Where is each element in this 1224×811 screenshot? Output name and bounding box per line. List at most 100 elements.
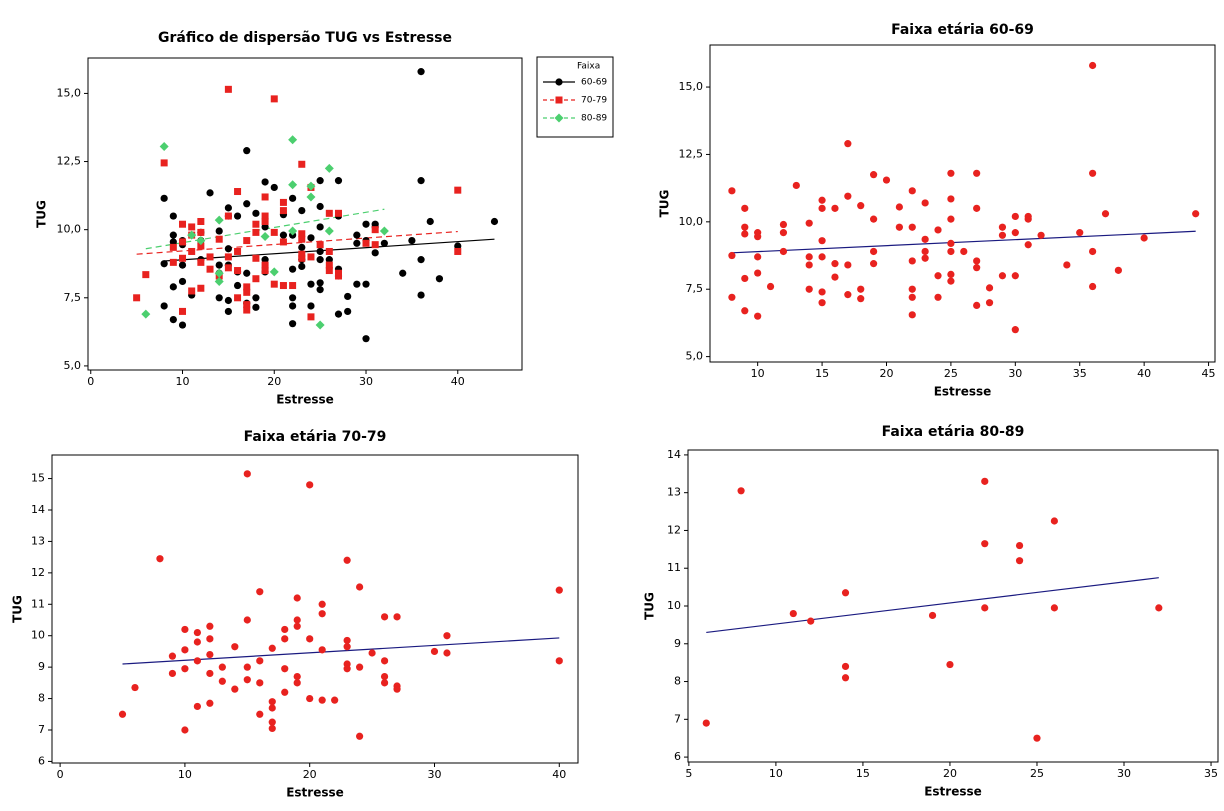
data-point — [188, 287, 196, 295]
data-point — [870, 171, 878, 179]
data-point — [844, 291, 852, 299]
data-point — [218, 663, 226, 671]
x-tick-label: 35 — [1073, 367, 1087, 380]
data-point — [252, 294, 260, 302]
x-tick-label: 10 — [769, 767, 783, 780]
data-point — [133, 294, 141, 302]
legend-label: 60-69 — [581, 78, 607, 88]
legend-label: 70-79 — [581, 96, 607, 106]
data-point — [252, 275, 260, 283]
data-point — [289, 294, 297, 302]
data-point — [908, 187, 916, 195]
data-point — [331, 696, 339, 704]
data-point — [325, 256, 333, 264]
data-point — [454, 247, 462, 255]
data-point — [947, 270, 955, 278]
data-point — [947, 195, 955, 203]
data-point — [289, 194, 297, 202]
data-point — [343, 665, 351, 673]
data-point — [224, 253, 232, 261]
y-tick-label: 10,0 — [679, 215, 704, 228]
x-tick-label: 20 — [267, 375, 281, 388]
data-point — [1011, 229, 1019, 237]
y-tick-label: 7 — [38, 723, 45, 736]
data-point — [1140, 234, 1148, 242]
data-point — [754, 233, 762, 241]
data-point — [268, 698, 276, 706]
data-point — [269, 267, 279, 277]
y-tick-label: 15,0 — [57, 86, 82, 99]
data-point — [741, 223, 749, 231]
y-tick-label: 12,5 — [57, 155, 82, 168]
y-axis-label: TUG — [643, 592, 657, 620]
x-tick-label: 45 — [1202, 367, 1216, 380]
data-point — [306, 481, 314, 489]
data-point — [754, 312, 762, 320]
data-point — [779, 247, 788, 256]
data-point — [981, 604, 989, 612]
data-point — [430, 647, 439, 656]
data-point — [408, 236, 416, 245]
data-point — [215, 294, 223, 302]
data-point — [895, 223, 903, 231]
data-point — [298, 160, 306, 168]
legend-title: Faixa — [577, 62, 600, 72]
data-point — [934, 272, 942, 280]
data-point — [224, 307, 232, 316]
data-point — [1024, 215, 1032, 223]
data-point — [206, 669, 214, 678]
data-point — [1015, 557, 1024, 565]
data-point — [260, 231, 270, 241]
data-point — [169, 243, 177, 251]
data-point — [318, 696, 326, 704]
data-point — [555, 657, 563, 665]
data-point — [818, 288, 826, 296]
data-point — [334, 272, 342, 280]
data-point — [844, 140, 852, 148]
data-point — [243, 676, 251, 684]
data-point — [443, 649, 451, 657]
data-point — [214, 276, 224, 286]
data-point — [298, 230, 306, 238]
plot-frame — [87, 57, 523, 371]
data-point — [169, 231, 177, 239]
data-point — [1015, 541, 1024, 550]
legend-marker — [555, 96, 563, 104]
data-point — [1037, 231, 1045, 239]
data-point — [224, 296, 232, 305]
y-tick-label: 9 — [674, 637, 681, 650]
data-point — [1011, 326, 1019, 334]
chart-title: Faixa etária 70-79 — [244, 429, 387, 445]
data-point — [1050, 517, 1058, 525]
data-point — [934, 293, 942, 301]
y-tick-label: 11 — [31, 597, 45, 610]
data-point — [206, 650, 214, 659]
data-point — [298, 254, 306, 262]
data-point — [197, 242, 205, 250]
data-point — [805, 285, 813, 293]
data-point — [325, 261, 333, 269]
data-point — [206, 622, 214, 630]
data-point — [754, 269, 762, 277]
data-point — [973, 257, 981, 265]
data-point — [325, 247, 333, 255]
data-point — [160, 302, 168, 310]
data-point — [807, 617, 815, 625]
data-point — [417, 256, 425, 264]
plot-frame — [709, 44, 1216, 363]
data-point — [766, 282, 775, 291]
data-point — [353, 280, 361, 288]
legend-box — [536, 56, 614, 138]
data-point — [206, 699, 214, 707]
data-point — [188, 223, 196, 231]
data-point — [985, 299, 994, 307]
data-point — [281, 625, 289, 634]
data-point — [973, 301, 981, 309]
data-point — [380, 613, 389, 621]
y-tick-label: 9 — [38, 660, 45, 673]
data-point — [417, 177, 425, 185]
data-point — [316, 241, 324, 249]
data-point — [181, 726, 189, 734]
data-point — [353, 239, 361, 247]
